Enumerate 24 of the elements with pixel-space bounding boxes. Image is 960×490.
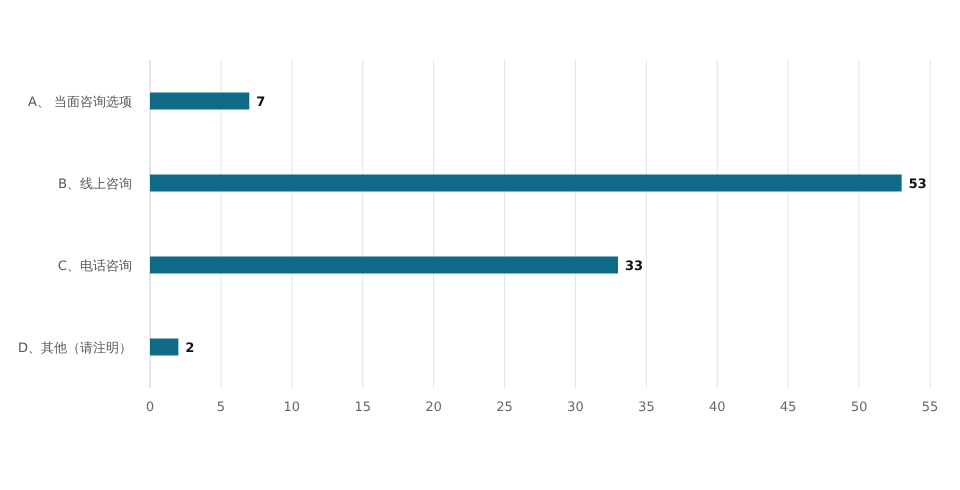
y-tick-label: B、线上咨询 bbox=[58, 177, 132, 192]
data-label: 2 bbox=[185, 341, 194, 356]
x-tick-label: 40 bbox=[709, 400, 726, 415]
x-tick-label: 45 bbox=[780, 400, 796, 415]
x-tick-label: 20 bbox=[425, 400, 442, 415]
x-tick-label: 50 bbox=[850, 400, 868, 415]
data-label: 33 bbox=[625, 259, 644, 274]
x-tick-label: 10 bbox=[284, 400, 300, 415]
bar bbox=[150, 174, 902, 192]
data-label: 53 bbox=[908, 177, 927, 192]
x-tick-label: 30 bbox=[567, 400, 584, 415]
bar bbox=[150, 338, 178, 356]
x-tick-label: 25 bbox=[496, 400, 513, 415]
data-label: 7 bbox=[256, 95, 266, 110]
x-tick-label: 35 bbox=[638, 400, 655, 415]
x-tick-label: 0 bbox=[146, 400, 154, 415]
y-tick-label: D、其他（请注明） bbox=[18, 341, 132, 356]
x-tick-label: 55 bbox=[922, 400, 938, 415]
bar bbox=[150, 256, 618, 274]
bar bbox=[150, 92, 250, 110]
y-tick-label: A、 当面咨询选项 bbox=[28, 95, 132, 110]
y-tick-label: C、电话咨询 bbox=[58, 259, 132, 274]
x-tick-label: 5 bbox=[216, 400, 226, 415]
x-tick-label: 15 bbox=[354, 400, 371, 415]
